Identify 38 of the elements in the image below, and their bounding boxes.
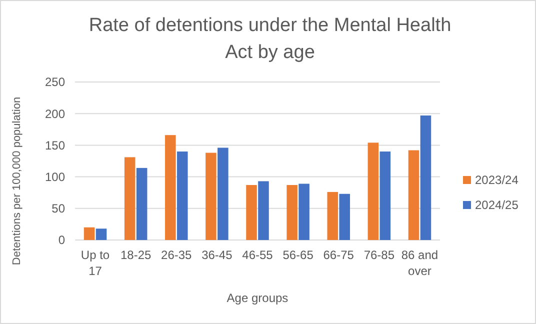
legend-label: 2023/24 (475, 173, 519, 188)
x-tick-label: 66-75 (323, 248, 354, 262)
bar (327, 192, 338, 240)
bar (298, 184, 310, 240)
bar (165, 135, 176, 240)
bar (96, 228, 107, 240)
y-tick-label: 100 (44, 170, 66, 184)
bar (246, 185, 257, 240)
bar (420, 115, 432, 240)
x-tick-label: 86 and over (401, 248, 438, 278)
legend-label: 2024/25 (475, 198, 519, 212)
x-axis-title: Age groups (226, 291, 288, 305)
x-tick-label: 18-25 (120, 248, 152, 262)
y-tick-label: 150 (44, 138, 66, 152)
x-tick-label: 56-65 (282, 248, 314, 262)
bar (408, 150, 420, 240)
bar (218, 148, 228, 240)
chart-title: Rate of detentions under the Mental Health Act by age (88, 15, 452, 63)
bar (368, 142, 379, 240)
x-tick-label: 36-45 (202, 248, 233, 262)
bar (258, 181, 269, 240)
y-tick-label: 0 (58, 233, 66, 248)
bar (84, 227, 95, 240)
bar (286, 185, 298, 240)
bar (176, 152, 188, 240)
y-axis-title: Detentions per 100,000 population (11, 96, 23, 266)
y-tick-label: 200 (44, 106, 66, 121)
bar (136, 168, 148, 240)
bar (380, 152, 391, 240)
bar (206, 152, 216, 240)
bar (124, 157, 136, 240)
y-tick-label: 50 (52, 202, 66, 216)
x-tick-label: Up to 17 (80, 248, 110, 278)
x-tick-label: 76-85 (364, 248, 395, 262)
y-tick-label: 250 (44, 75, 66, 90)
x-tick-label: 26-35 (161, 248, 192, 262)
bar (339, 194, 350, 240)
x-tick-label: 46-55 (242, 248, 274, 262)
